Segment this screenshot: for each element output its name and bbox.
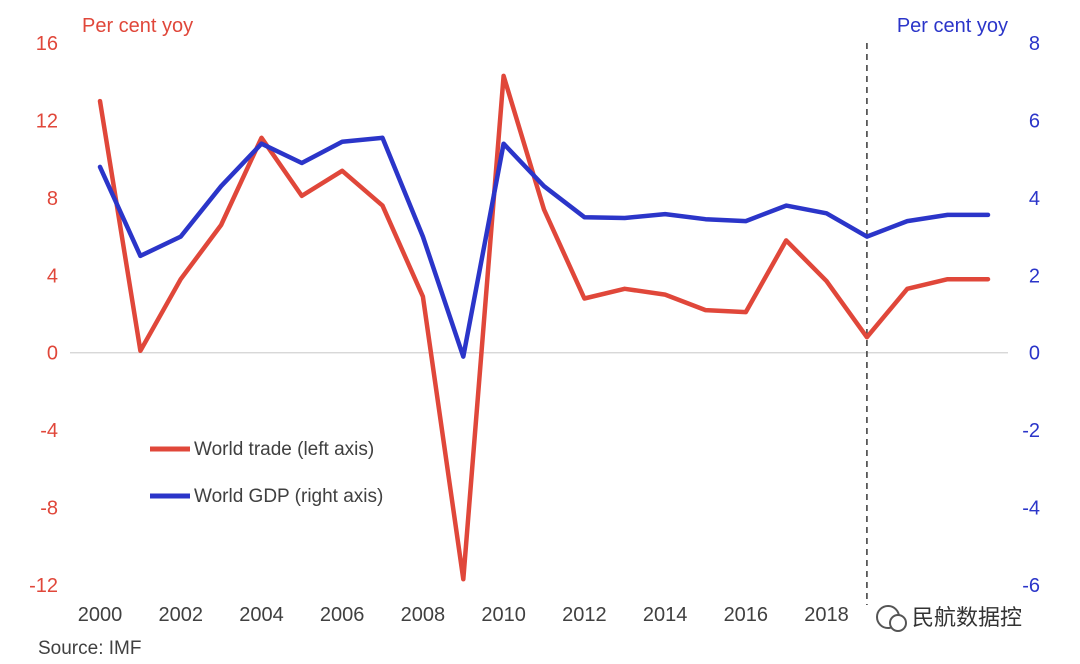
series-line-world-trade bbox=[97, 73, 991, 582]
x-tick-label: 2008 bbox=[401, 604, 446, 626]
right-tick-label: 0 bbox=[1029, 343, 1040, 365]
left-tick-label: -4 bbox=[40, 420, 58, 442]
right-tick-label: -2 bbox=[1022, 420, 1040, 442]
right-axis-unit-label: Per cent yoy bbox=[897, 15, 1008, 37]
left-tick-label: 16 bbox=[36, 33, 58, 55]
right-tick-label: -4 bbox=[1022, 498, 1040, 520]
x-tick-label: 2014 bbox=[643, 604, 688, 626]
watermark-text: 民航数据控 bbox=[912, 605, 1022, 630]
right-tick-label: 4 bbox=[1029, 188, 1040, 210]
x-tick-label: 2016 bbox=[724, 604, 769, 626]
right-tick-label: 2 bbox=[1029, 265, 1040, 287]
left-axis-unit-label: Per cent yoy bbox=[82, 15, 193, 37]
x-tick-label: 2002 bbox=[158, 604, 203, 626]
right-tick-label: -6 bbox=[1022, 575, 1040, 597]
watermark: 民航数据控 bbox=[876, 605, 1022, 632]
series-line-world-gdp bbox=[97, 135, 991, 359]
x-tick-label: 2000 bbox=[78, 604, 123, 626]
right-tick-label: 8 bbox=[1029, 33, 1040, 55]
left-axis-ticks: 16 12 8 4 0 -4 -8 -12 bbox=[29, 33, 58, 597]
left-tick-label: -8 bbox=[40, 498, 58, 520]
x-tick-label: 2006 bbox=[320, 604, 365, 626]
legend: World trade (left axis) World GDP (right… bbox=[150, 439, 383, 507]
wechat-icon-inner bbox=[889, 614, 907, 632]
series-lines bbox=[97, 73, 991, 582]
x-axis-ticks: 2000 2002 2004 2006 2008 2010 2012 2014 2016 2018 bbox=[78, 604, 849, 626]
x-tick-label: 2012 bbox=[562, 604, 607, 626]
left-tick-label: 8 bbox=[47, 188, 58, 210]
source-note: Source: IMF bbox=[38, 638, 141, 659]
left-tick-label: 0 bbox=[47, 343, 58, 365]
right-axis-ticks: 8 6 4 2 0 -2 -4 -6 bbox=[1022, 33, 1040, 597]
left-tick-label: 4 bbox=[47, 265, 58, 287]
legend-label-world-gdp: World GDP (right axis) bbox=[194, 486, 383, 507]
x-tick-label: 2018 bbox=[804, 604, 849, 626]
left-tick-label: 12 bbox=[36, 110, 58, 132]
x-tick-label: 2004 bbox=[239, 604, 284, 626]
left-tick-label: -12 bbox=[29, 575, 58, 597]
x-tick-label: 2010 bbox=[481, 604, 526, 626]
legend-label-world-trade: World trade (left axis) bbox=[194, 439, 374, 460]
right-tick-label: 6 bbox=[1029, 110, 1040, 132]
